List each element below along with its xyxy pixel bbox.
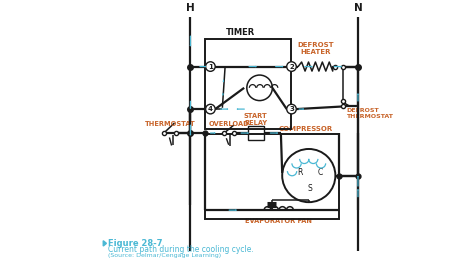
Text: 1: 1	[208, 64, 213, 70]
Text: COMPRESSOR: COMPRESSOR	[279, 126, 333, 132]
Text: 3: 3	[289, 106, 294, 112]
Circle shape	[287, 62, 296, 71]
Text: S: S	[308, 184, 313, 193]
Circle shape	[287, 104, 296, 114]
Bar	[205, 39, 292, 129]
Text: 4: 4	[208, 106, 213, 112]
Text: OVERLOAD: OVERLOAD	[209, 121, 249, 127]
Text: DEFROST
HEATER: DEFROST HEATER	[297, 42, 334, 55]
Circle shape	[206, 62, 215, 71]
Text: THERMOSTAT: THERMOSTAT	[144, 121, 195, 127]
Text: N: N	[354, 3, 363, 13]
Bar	[205, 134, 339, 219]
Text: START
RELAY: START RELAY	[244, 113, 267, 126]
Circle shape	[206, 104, 215, 114]
Text: EVAPORATOR FAN: EVAPORATOR FAN	[245, 218, 312, 224]
Text: H: H	[186, 3, 195, 13]
Text: DEFROST
THERMOSTAT: DEFROST THERMOSTAT	[346, 108, 393, 118]
Text: Current path during the cooling cycle.: Current path during the cooling cycle.	[108, 245, 254, 254]
Polygon shape	[103, 241, 106, 246]
Text: 2: 2	[289, 64, 294, 70]
Text: Figure 28-7: Figure 28-7	[108, 239, 163, 248]
Text: TIMER: TIMER	[226, 28, 255, 37]
Bar	[247, 126, 264, 140]
Text: (Source: Delmar/Cengage Learning): (Source: Delmar/Cengage Learning)	[108, 252, 221, 258]
Text: R: R	[297, 168, 302, 177]
Text: C: C	[318, 168, 323, 177]
